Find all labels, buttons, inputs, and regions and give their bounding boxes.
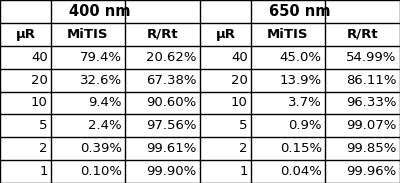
Text: 99.61%: 99.61% xyxy=(146,142,197,155)
Text: μR: μR xyxy=(16,28,36,41)
Text: 99.85%: 99.85% xyxy=(346,142,397,155)
Text: 2: 2 xyxy=(39,142,48,155)
Text: MiTIS: MiTIS xyxy=(67,28,109,41)
Text: 2: 2 xyxy=(239,142,248,155)
Text: R/Rt: R/Rt xyxy=(147,28,178,41)
Text: 1: 1 xyxy=(239,165,248,178)
Text: 20.62%: 20.62% xyxy=(146,51,197,64)
Text: 40: 40 xyxy=(231,51,248,64)
Text: 97.56%: 97.56% xyxy=(146,119,197,132)
Text: 20: 20 xyxy=(31,74,48,87)
Text: R/Rt: R/Rt xyxy=(347,28,378,41)
Text: 99.90%: 99.90% xyxy=(146,165,197,178)
Text: 45.0%: 45.0% xyxy=(280,51,322,64)
Text: 86.11%: 86.11% xyxy=(346,74,397,87)
Text: 5: 5 xyxy=(239,119,248,132)
Text: 1: 1 xyxy=(39,165,48,178)
Text: 20: 20 xyxy=(231,74,248,87)
Text: 40: 40 xyxy=(31,51,48,64)
Text: 79.4%: 79.4% xyxy=(80,51,122,64)
Text: μR: μR xyxy=(216,28,236,41)
Text: 90.60%: 90.60% xyxy=(146,96,197,109)
Text: 0.10%: 0.10% xyxy=(80,165,122,178)
Text: 9.4%: 9.4% xyxy=(88,96,122,109)
Text: 67.38%: 67.38% xyxy=(146,74,197,87)
Text: 2.4%: 2.4% xyxy=(88,119,122,132)
Text: 13.9%: 13.9% xyxy=(280,74,322,87)
Text: 10: 10 xyxy=(31,96,48,109)
Text: 99.96%: 99.96% xyxy=(346,165,397,178)
Text: 0.15%: 0.15% xyxy=(280,142,322,155)
Text: 99.07%: 99.07% xyxy=(346,119,397,132)
Text: 10: 10 xyxy=(231,96,248,109)
Text: 650 nm: 650 nm xyxy=(269,4,331,19)
Text: 96.33%: 96.33% xyxy=(346,96,397,109)
Text: 0.9%: 0.9% xyxy=(288,119,322,132)
Text: 54.99%: 54.99% xyxy=(346,51,397,64)
Text: 400 nm: 400 nm xyxy=(69,4,131,19)
Text: 3.7%: 3.7% xyxy=(288,96,322,109)
Text: MiTIS: MiTIS xyxy=(267,28,309,41)
Text: 0.04%: 0.04% xyxy=(280,165,322,178)
Text: 0.39%: 0.39% xyxy=(80,142,122,155)
Text: 32.6%: 32.6% xyxy=(80,74,122,87)
Text: 5: 5 xyxy=(39,119,48,132)
